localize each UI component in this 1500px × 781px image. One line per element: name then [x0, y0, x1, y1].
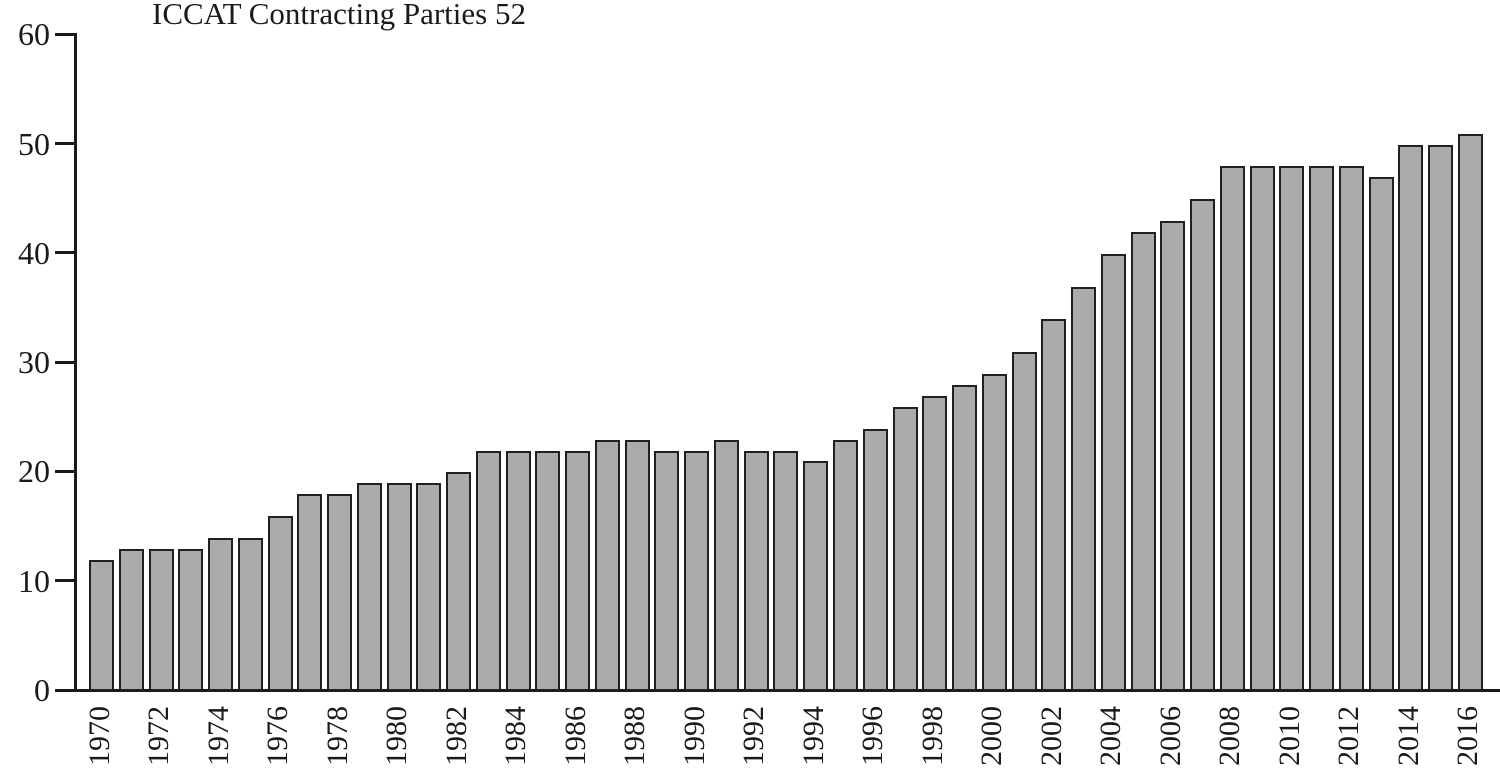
y-tick-label-20: 20 — [18, 453, 50, 490]
y-tick-50 — [55, 142, 75, 145]
x-tick-label-1974: 1974 — [201, 706, 235, 766]
x-tick-label-1978: 1978 — [320, 706, 354, 766]
x-tick-label-2000: 2000 — [975, 706, 1009, 766]
x-tick-label-1988: 1988 — [618, 706, 652, 766]
bar-2005 — [1130, 231, 1156, 691]
bar-1980 — [386, 483, 412, 691]
x-tick-label-2010: 2010 — [1272, 706, 1306, 766]
x-tick-label-2014: 2014 — [1391, 706, 1425, 766]
x-tick-label-1972: 1972 — [142, 706, 176, 766]
y-tick-10 — [55, 579, 75, 583]
x-tick-label-2012: 2012 — [1332, 706, 1366, 766]
bar-1998 — [922, 395, 948, 691]
y-tick-label-0: 0 — [34, 672, 50, 708]
x-tick-label-2004: 2004 — [1094, 706, 1128, 766]
y-tick-label-10: 10 — [18, 562, 50, 599]
bar-1975 — [237, 537, 263, 691]
x-tick-label-1976: 1976 — [261, 706, 295, 766]
bar-1985 — [535, 450, 561, 691]
y-tick-0 — [55, 688, 75, 692]
bar-1972 — [148, 548, 174, 691]
bar-1982 — [446, 472, 472, 691]
y-tick-20 — [55, 469, 75, 473]
y-tick-label-40: 40 — [18, 234, 50, 271]
x-tick-label-1986: 1986 — [558, 706, 592, 766]
bar-2015 — [1428, 144, 1454, 691]
bar-1989 — [654, 450, 680, 691]
y-tick-40 — [55, 251, 75, 255]
x-tick-label-2006: 2006 — [1153, 706, 1187, 766]
bar-1977 — [297, 494, 323, 691]
bar-1978 — [327, 494, 353, 691]
bar-1993 — [773, 450, 799, 691]
bar-1974 — [208, 537, 234, 691]
chart-title: ICCAT Contracting Parties 52 — [152, 0, 526, 31]
bar-1999 — [952, 384, 978, 691]
bar-1973 — [178, 548, 204, 691]
bar-2012 — [1338, 166, 1364, 691]
bar-1986 — [565, 450, 591, 691]
x-tick-label-2008: 2008 — [1213, 706, 1247, 766]
bar-2013 — [1368, 177, 1394, 691]
bar-2000 — [981, 374, 1007, 691]
bar-1971 — [118, 548, 144, 691]
x-tick-label-1980: 1980 — [380, 706, 414, 766]
bar-1992 — [743, 450, 769, 691]
bar-1979 — [356, 483, 382, 691]
bar-2008 — [1219, 166, 1245, 691]
y-tick-60 — [55, 32, 75, 36]
bar-1995 — [833, 439, 858, 691]
bar-2004 — [1100, 253, 1126, 691]
x-tick-label-1996: 1996 — [856, 706, 890, 766]
bar-1988 — [624, 439, 650, 691]
bar-2011 — [1309, 166, 1335, 691]
y-tick-label-50: 50 — [18, 125, 50, 162]
bar-1990 — [684, 450, 710, 691]
bar-2014 — [1398, 144, 1424, 691]
bar-1976 — [267, 516, 293, 691]
bar-2009 — [1249, 166, 1275, 691]
y-tick-label-30: 30 — [18, 344, 50, 381]
y-tick-label-60: 60 — [18, 16, 50, 53]
bar-1984 — [505, 450, 531, 691]
bar-2006 — [1160, 221, 1186, 691]
bar-1996 — [862, 428, 888, 691]
bar-1994 — [803, 461, 829, 691]
x-tick-label-2002: 2002 — [1034, 706, 1068, 766]
x-tick-label-1992: 1992 — [737, 706, 771, 766]
bar-1970 — [89, 559, 114, 691]
x-tick-label-1982: 1982 — [439, 706, 473, 766]
x-tick-label-2016: 2016 — [1451, 706, 1485, 766]
bar-2003 — [1071, 286, 1097, 691]
y-tick-30 — [55, 360, 75, 364]
bar-2016 — [1457, 133, 1483, 691]
bar-2010 — [1279, 166, 1305, 691]
bar-2007 — [1190, 199, 1216, 691]
bar-1983 — [475, 450, 501, 691]
bar-2001 — [1011, 352, 1037, 691]
bar-1987 — [594, 439, 620, 691]
x-tick-label-1994: 1994 — [796, 706, 830, 766]
x-tick-label-1970: 1970 — [82, 706, 116, 766]
bar-2002 — [1041, 319, 1067, 691]
bar-1997 — [892, 406, 918, 691]
bar-1991 — [713, 439, 739, 691]
x-tick-label-1998: 1998 — [915, 706, 949, 766]
x-tick-label-1990: 1990 — [677, 706, 711, 766]
bar-1981 — [416, 483, 442, 691]
x-tick-label-1984: 1984 — [499, 706, 533, 766]
y-axis-line — [74, 33, 77, 692]
